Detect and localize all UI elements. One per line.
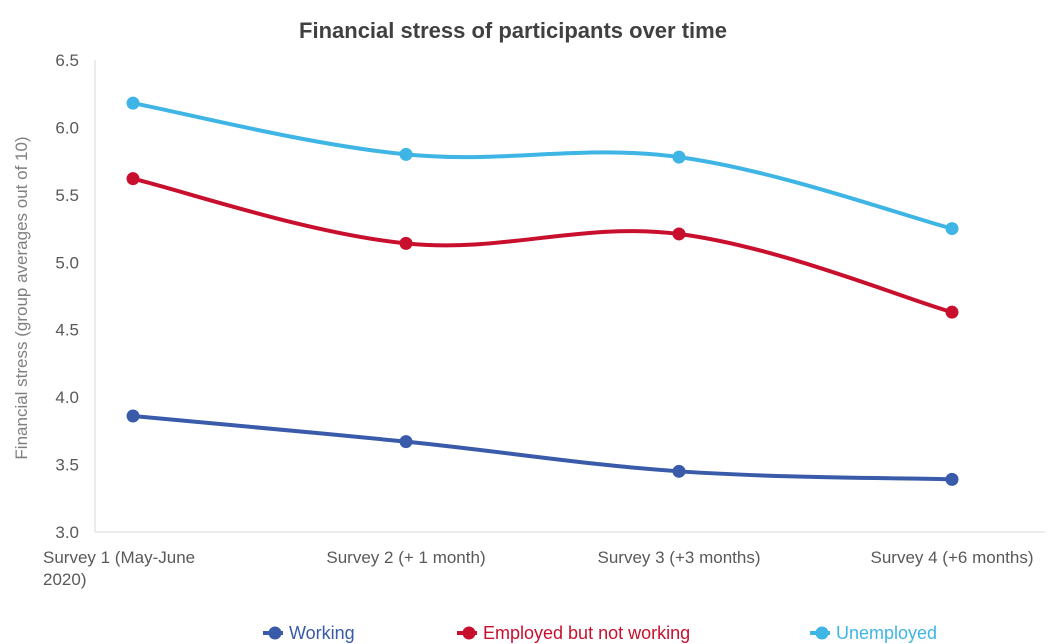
x-tick-label-line: Survey 1 (May-June xyxy=(43,548,195,567)
legend-item: Working xyxy=(263,623,355,643)
legend-label: Employed but not working xyxy=(483,623,690,643)
series-group xyxy=(126,172,959,319)
y-ticks: 3.0 3.5 4.0 4.5 5.0 5.5 6.0 6.5 xyxy=(55,51,79,542)
y-axis-label: Financial stress (group averages out of … xyxy=(12,136,31,459)
y-tick-label: 3.5 xyxy=(55,456,79,475)
y-tick-label: 6.0 xyxy=(55,118,79,137)
data-point xyxy=(126,96,140,110)
legend-item: Employed but not working xyxy=(457,623,690,643)
data-point xyxy=(399,435,413,449)
series-group xyxy=(126,409,959,486)
series-group xyxy=(126,96,959,236)
data-point xyxy=(945,305,959,319)
x-tick-label: Survey 3 (+3 months) xyxy=(598,548,761,567)
legend-label: Unemployed xyxy=(836,623,937,643)
series-line xyxy=(131,176,954,315)
x-ticks: Survey 1 (May-June 2020) Survey 2 (+ 1 mon… xyxy=(43,548,1034,589)
legend-item: Unemployed xyxy=(810,623,937,643)
x-tick-label: Survey 1 (May-June 2020) xyxy=(43,548,195,589)
x-tick-label-line: Survey 3 (+3 months) xyxy=(598,548,761,567)
x-tick-label-line: Survey 2 (+ 1 month) xyxy=(326,548,485,567)
y-tick-label: 5.5 xyxy=(55,186,79,205)
data-point xyxy=(399,236,413,250)
data-point xyxy=(126,172,140,186)
y-tick-label: 4.5 xyxy=(55,321,79,340)
data-point xyxy=(672,227,686,241)
data-point xyxy=(945,222,959,236)
series-layer xyxy=(126,96,959,486)
data-point xyxy=(399,147,413,161)
data-point xyxy=(126,409,140,423)
x-tick-label-line: 2020) xyxy=(43,570,86,589)
chart-title: Financial stress of participants over ti… xyxy=(299,18,727,43)
x-tick-label: Survey 4 (+6 months) xyxy=(871,548,1034,567)
x-tick-label: Survey 2 (+ 1 month) xyxy=(326,548,485,567)
y-tick-label: 4.0 xyxy=(55,388,79,407)
legend-marker xyxy=(815,626,829,640)
data-point xyxy=(672,150,686,164)
series-line xyxy=(131,101,954,231)
legend-label: Working xyxy=(289,623,355,643)
y-tick-label: 5.0 xyxy=(55,253,79,272)
y-tick-label: 6.5 xyxy=(55,51,79,70)
data-point xyxy=(945,472,959,486)
legend-marker xyxy=(462,626,476,640)
legend-marker xyxy=(268,626,282,640)
data-point xyxy=(672,464,686,478)
x-tick-label-line: Survey 4 (+6 months) xyxy=(871,548,1034,567)
series-line xyxy=(131,414,954,482)
legend: Working Employed but not working Unemploye… xyxy=(263,623,937,643)
y-tick-label: 3.0 xyxy=(55,523,79,542)
